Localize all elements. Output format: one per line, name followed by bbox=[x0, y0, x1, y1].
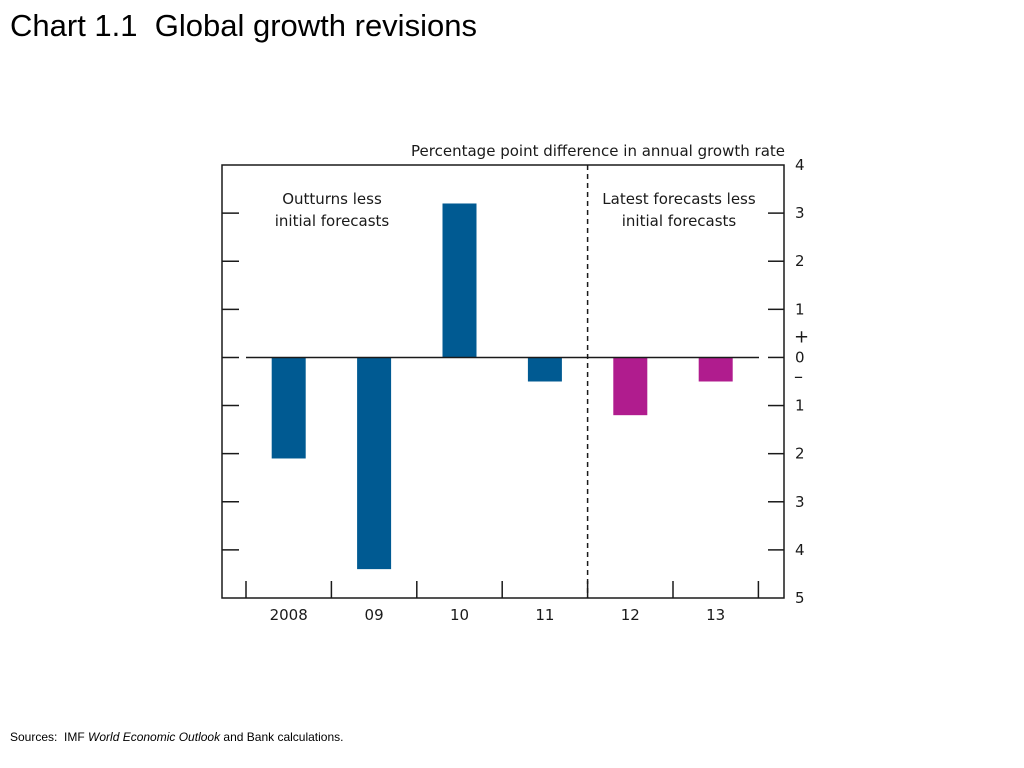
bar-11 bbox=[527, 357, 562, 382]
x-tick-label: 2008 bbox=[270, 606, 308, 624]
x-tick-label: 11 bbox=[535, 606, 554, 624]
y-tick-label: 4 bbox=[795, 541, 805, 559]
annotation-line: initial forecasts bbox=[622, 212, 737, 230]
y-tick-label: 3 bbox=[795, 204, 805, 222]
x-tick-label: 13 bbox=[706, 606, 725, 624]
positive-sign: + bbox=[794, 326, 809, 347]
y-tick-label: 1 bbox=[795, 300, 805, 318]
y-tick-label: 3 bbox=[795, 493, 805, 511]
plot-frame bbox=[221, 164, 785, 599]
bar-2008 bbox=[271, 357, 306, 459]
y-tick-label: 1 bbox=[795, 397, 805, 415]
sources-note: Sources: IMF World Economic Outlook and … bbox=[10, 730, 344, 744]
negative-sign: – bbox=[794, 366, 803, 387]
y-tick-label: 2 bbox=[795, 252, 805, 270]
annotation-line: Latest forecasts less bbox=[602, 190, 756, 208]
sources-suffix: and Bank calculations. bbox=[220, 730, 344, 744]
sources-prefix: Sources: IMF bbox=[10, 730, 89, 744]
bar-12 bbox=[613, 357, 648, 416]
x-tick-label: 10 bbox=[450, 606, 469, 624]
y-tick-label: 5 bbox=[795, 589, 805, 607]
annotation-line: initial forecasts bbox=[275, 212, 390, 230]
x-tick-label: 09 bbox=[365, 606, 384, 624]
bar-13 bbox=[698, 357, 733, 382]
bar-09 bbox=[357, 357, 392, 570]
bar-10 bbox=[442, 203, 477, 358]
y-tick-label: 2 bbox=[795, 445, 805, 463]
y-tick-label: 0 bbox=[795, 348, 805, 366]
x-tick-label: 12 bbox=[621, 606, 640, 624]
annotation-line: Outturns less bbox=[282, 190, 382, 208]
y-axis-label: Percentage point difference in annual gr… bbox=[411, 142, 785, 160]
y-tick-label: 4 bbox=[795, 156, 805, 174]
slide-title: Chart 1.1 Global growth revisions bbox=[10, 8, 477, 43]
sources-publication: World Economic Outlook bbox=[88, 730, 221, 744]
